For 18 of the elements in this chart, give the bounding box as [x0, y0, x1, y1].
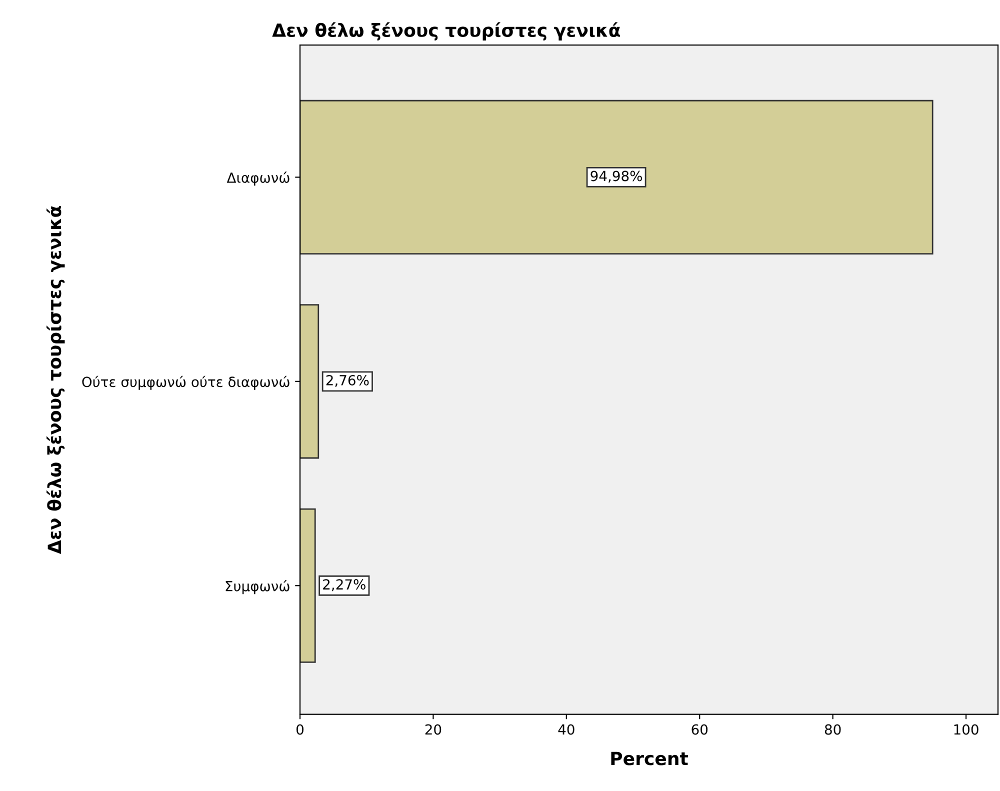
y-axis-title: Δεν θέλω ξένους τουρίστες γενικά — [46, 206, 65, 554]
x-tick-label: 60 — [692, 724, 708, 735]
y-tick-label: Ούτε συμφωνώ ούτε διαφωνώ — [82, 376, 290, 390]
x-tick-label: 40 — [558, 724, 574, 735]
data-label: 94,98% — [590, 170, 642, 183]
x-tick-label: 0 — [296, 724, 304, 735]
x-tick-label: 20 — [425, 724, 442, 735]
chart-title: Δεν θέλω ξένους τουρίστες γενικά — [272, 22, 620, 41]
bar — [300, 508, 316, 663]
y-tick-label: Διαφωνώ — [226, 172, 290, 186]
x-tick-label: 100 — [954, 724, 978, 735]
bar — [300, 304, 320, 459]
data-label: 2,27% — [323, 579, 366, 592]
x-tick-label: 80 — [824, 724, 841, 735]
x-axis-title: Percent — [611, 752, 688, 766]
bar — [300, 100, 934, 254]
y-tick-label: Συμφωνώ — [226, 580, 290, 594]
data-label: 2,76% — [326, 374, 369, 387]
